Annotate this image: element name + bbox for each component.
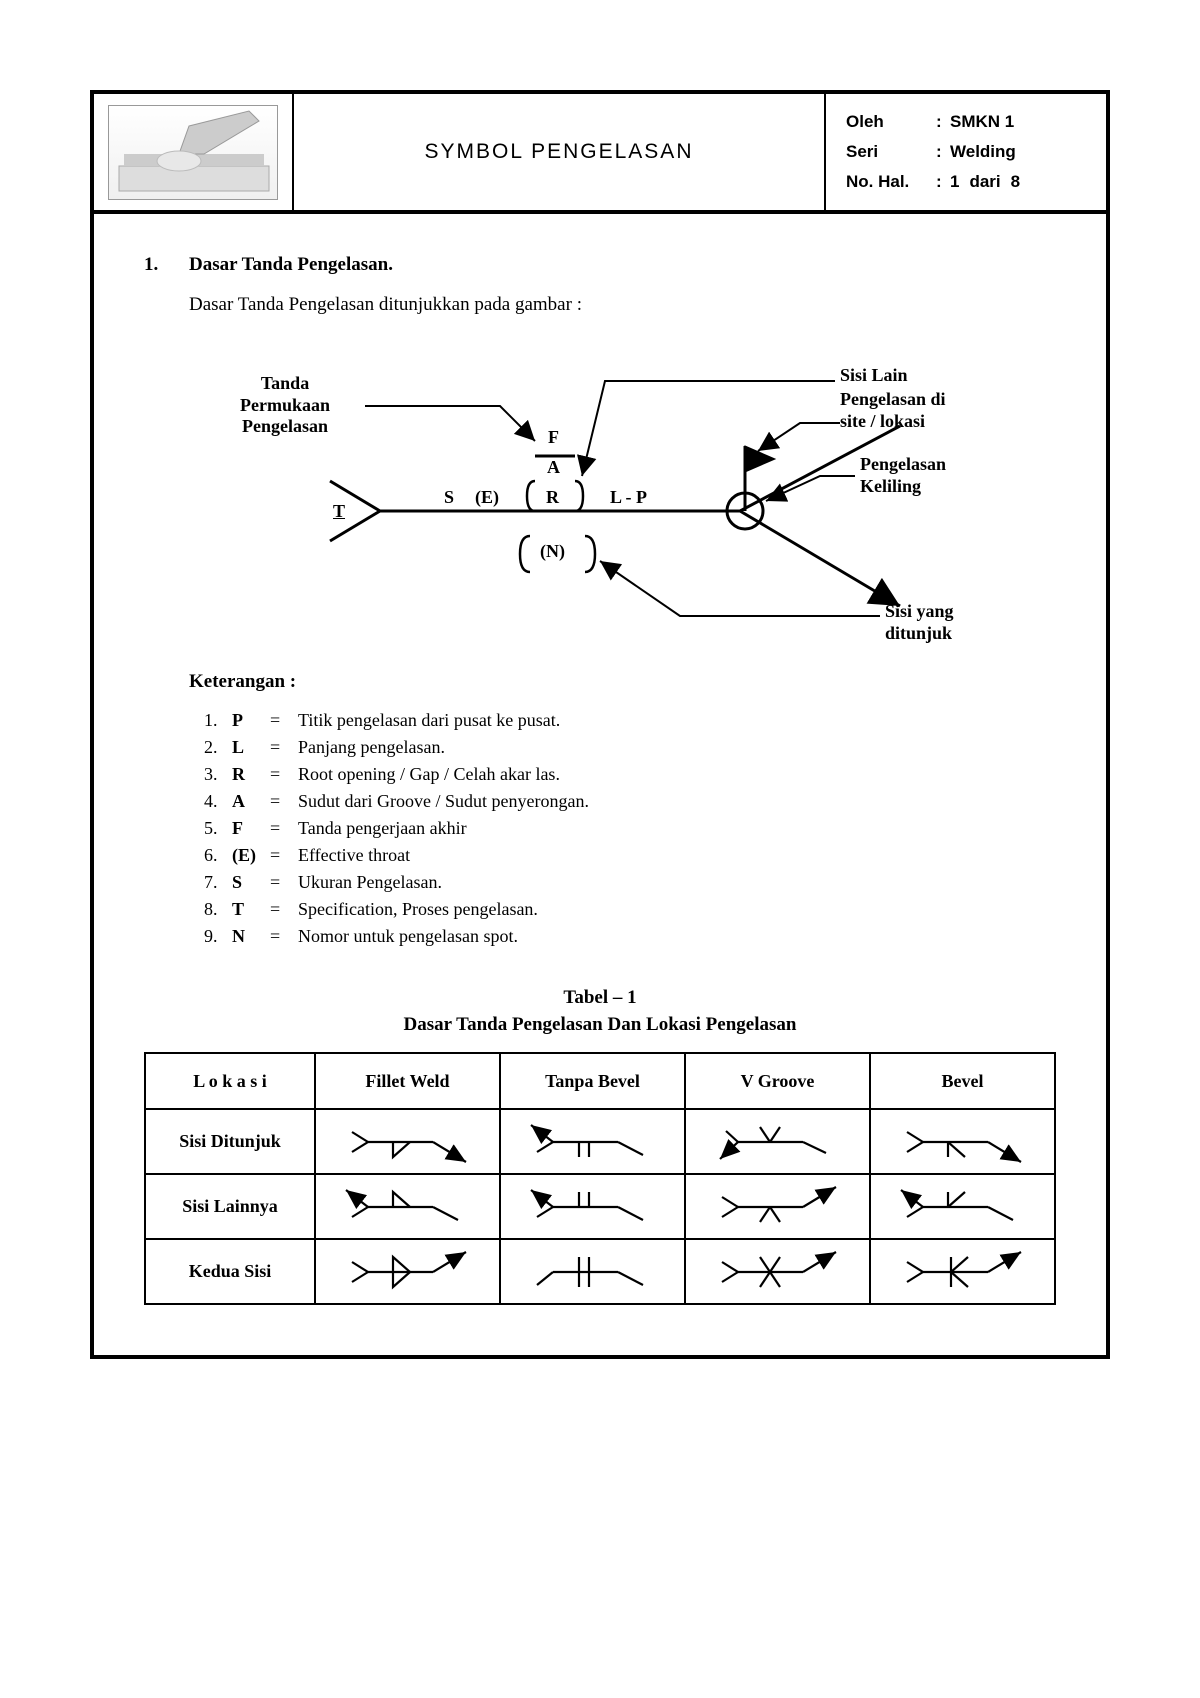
sym-LP: L - P: [610, 487, 647, 509]
sym-R: R: [546, 487, 559, 509]
row-label: Kedua Sisi: [145, 1239, 315, 1304]
welding-symbol-diagram: TandaPermukaanPengelasan Sisi Lain Penge…: [200, 351, 1000, 651]
table-title-1: Tabel – 1: [563, 987, 636, 1008]
meta-hal-page: 1: [950, 172, 959, 192]
col-header: Tanpa Bevel: [500, 1053, 685, 1109]
symbol-cell-square-both: [500, 1239, 685, 1304]
meta-cell: Oleh : SMKN 1 Seri : Welding No. Hal. : …: [826, 94, 1106, 210]
colon: :: [936, 172, 950, 192]
meta-seri-value: Welding: [950, 142, 1016, 162]
keterangan-row: 7.S=Ukuran Pengelasan.: [204, 869, 1056, 896]
meta-hal-label: No. Hal.: [846, 172, 936, 192]
keterangan-row: 5.F=Tanda pengerjaan akhir: [204, 815, 1056, 842]
label-sisi-ditunjuk: Sisi yangditunjuk: [885, 601, 954, 644]
symbol-cell-square-arrow: [500, 1109, 685, 1174]
header-row: SYMBOL PENGELASAN Oleh : SMKN 1 Seri : W…: [94, 94, 1106, 214]
symbol-cell-fillet-other: [315, 1174, 500, 1239]
keterangan-list: 1.P=Titik pengelasan dari pusat ke pusat…: [204, 707, 1056, 950]
section-heading: 1. Dasar Tanda Pengelasan.: [144, 254, 1056, 276]
content: 1. Dasar Tanda Pengelasan. Dasar Tanda P…: [94, 214, 1106, 1355]
sym-T: T: [333, 501, 345, 523]
meta-oleh-label: Oleh: [846, 112, 936, 132]
doc-title: SYMBOL PENGELASAN: [294, 94, 826, 210]
logo-cell: [94, 94, 294, 210]
weld-symbol-table: L o k a s iFillet WeldTanpa BevelV Groov…: [144, 1052, 1056, 1305]
section-title: Dasar Tanda Pengelasan.: [189, 254, 393, 276]
col-header: L o k a s i: [145, 1053, 315, 1109]
label-sisi-lain: Sisi Lain: [840, 365, 908, 387]
meta-hal-mid: dari: [969, 172, 1000, 192]
symbol-cell-fillet-arrow: [315, 1109, 500, 1174]
section-intro: Dasar Tanda Pengelasan ditunjukkan pada …: [189, 294, 1056, 316]
symbol-cell-bevel-other: [870, 1174, 1055, 1239]
table-title: Tabel – 1 Dasar Tanda Pengelasan Dan Lok…: [144, 985, 1056, 1038]
col-header: V Groove: [685, 1053, 870, 1109]
symbol-cell-vgroove-arrow: [685, 1109, 870, 1174]
colon: :: [936, 142, 950, 162]
label-tanda-permukaan: TandaPermukaanPengelasan: [240, 373, 330, 438]
symbol-cell-bevel-arrow: [870, 1109, 1055, 1174]
meta-oleh-value: SMKN 1: [950, 112, 1014, 132]
keterangan-row: 4.A=Sudut dari Groove / Sudut penyeronga…: [204, 788, 1056, 815]
keterangan-row: 3.R=Root opening / Gap / Celah akar las.: [204, 761, 1056, 788]
sym-A: A: [547, 457, 560, 479]
sym-S: S: [444, 487, 454, 509]
col-header: Bevel: [870, 1053, 1055, 1109]
sym-F: F: [548, 427, 559, 449]
table-row: Kedua Sisi: [145, 1239, 1055, 1304]
table-row: Sisi Lainnya: [145, 1174, 1055, 1239]
sym-E: (E): [475, 487, 499, 509]
label-peng-keliling: PengelasanKeliling: [860, 454, 946, 497]
symbol-cell-vgroove-other: [685, 1174, 870, 1239]
keterangan-row: 8.T=Specification, Proses pengelasan.: [204, 896, 1056, 923]
meta-seri-label: Seri: [846, 142, 936, 162]
keterangan-row: 1.P=Titik pengelasan dari pusat ke pusat…: [204, 707, 1056, 734]
keterangan-row: 6.(E)=Effective throat: [204, 842, 1056, 869]
section-number: 1.: [144, 254, 189, 276]
symbol-cell-fillet-both: [315, 1239, 500, 1304]
row-label: Sisi Ditunjuk: [145, 1109, 315, 1174]
sym-N: (N): [540, 541, 565, 563]
symbol-cell-square-other: [500, 1174, 685, 1239]
page-border: SYMBOL PENGELASAN Oleh : SMKN 1 Seri : W…: [90, 90, 1110, 1359]
table-title-2: Dasar Tanda Pengelasan Dan Lokasi Pengel…: [404, 1014, 797, 1035]
symbol-cell-bevel-both: [870, 1239, 1055, 1304]
row-label: Sisi Lainnya: [145, 1174, 315, 1239]
meta-hal-total: 8: [1011, 172, 1020, 192]
colon: :: [936, 112, 950, 132]
label-peng-site: Pengelasan disite / lokasi: [840, 389, 946, 432]
symbol-cell-vgroove-both: [685, 1239, 870, 1304]
logo-placeholder: [108, 105, 278, 200]
table-row: Sisi Ditunjuk: [145, 1109, 1055, 1174]
keterangan-row: 2.L=Panjang pengelasan.: [204, 734, 1056, 761]
keterangan-title: Keterangan :: [189, 671, 1056, 693]
col-header: Fillet Weld: [315, 1053, 500, 1109]
keterangan-row: 9.N=Nomor untuk pengelasan spot.: [204, 923, 1056, 950]
